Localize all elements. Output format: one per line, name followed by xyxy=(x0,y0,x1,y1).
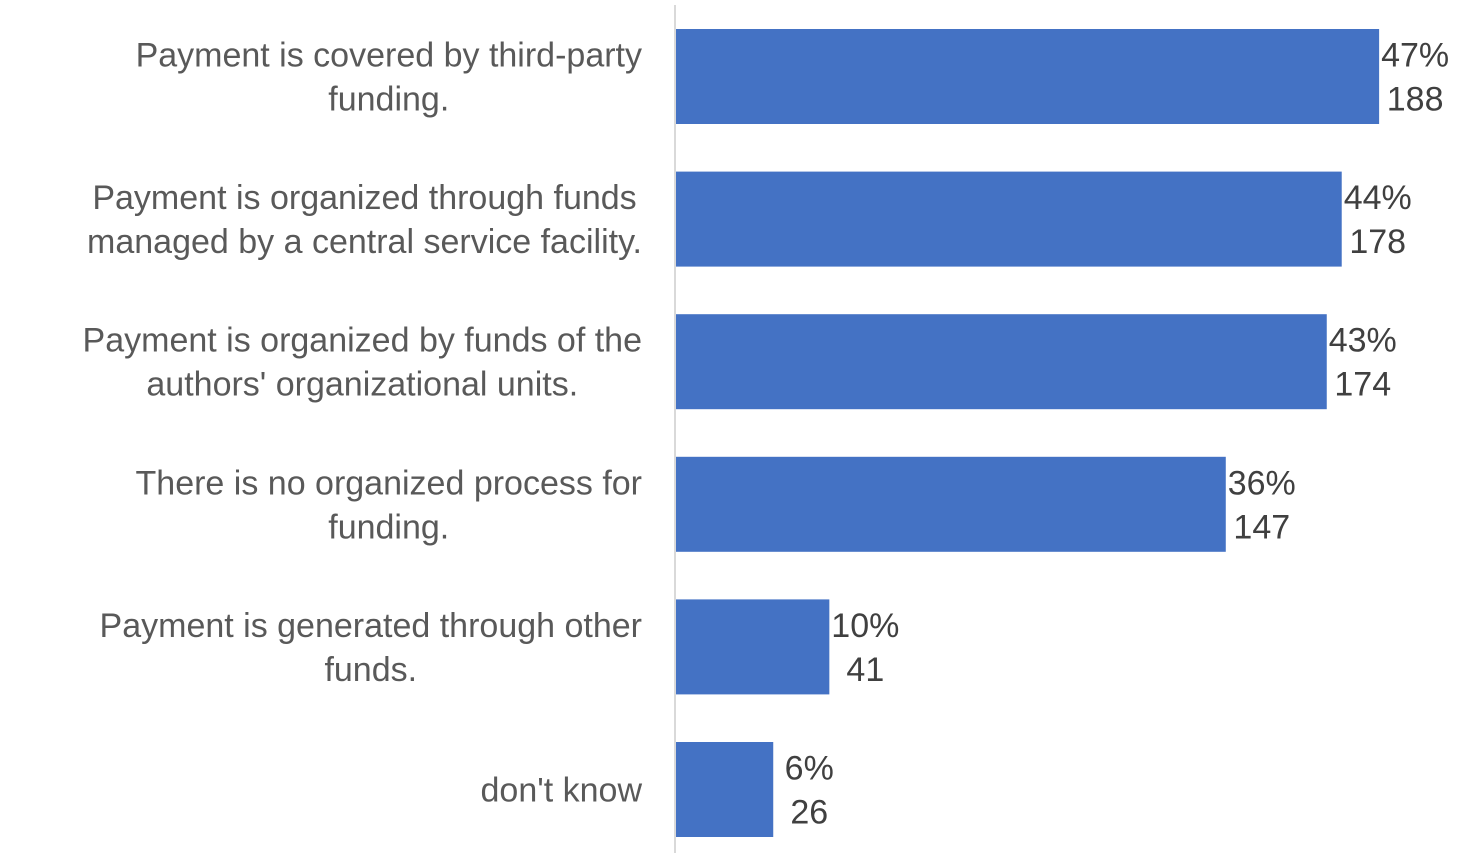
category-label-line: Payment is covered by third-party xyxy=(136,37,642,75)
data-label-percent: 36% xyxy=(1228,464,1296,502)
category-label: There is no organized process for funding… xyxy=(136,464,642,546)
bar xyxy=(676,171,1342,267)
category-label-line: There is no organized process for xyxy=(136,464,642,502)
bar xyxy=(676,742,774,837)
category-label-line: funds. xyxy=(324,651,417,689)
data-label-percent: 43% xyxy=(1329,322,1397,360)
category-label: Payment is organized by funds of the auth… xyxy=(83,322,642,404)
data-label-percent: 10% xyxy=(831,607,899,645)
category-label-line: managed by a central service facility. xyxy=(87,223,642,261)
category-label-line: Payment is organized through funds xyxy=(92,179,636,217)
bar xyxy=(676,29,1380,124)
category-label-line: don't know xyxy=(481,772,643,810)
category-label: don't know xyxy=(481,772,643,810)
category-label: Payment is covered by third-party funding… xyxy=(136,37,642,119)
category-label-line: funding. xyxy=(328,81,449,119)
category-label: Payment is generated through other funds. xyxy=(100,607,642,689)
data-label-count: 26 xyxy=(790,794,828,832)
bar xyxy=(676,599,830,695)
data-label-count: 41 xyxy=(846,651,884,689)
bar xyxy=(676,314,1327,410)
category-label: Payment is organized through funds manage… xyxy=(87,179,642,261)
data-label-count: 147 xyxy=(1233,508,1290,546)
data-label-percent: 47% xyxy=(1381,37,1449,75)
category-label-line: Payment is organized by funds of the xyxy=(83,322,642,360)
data-label-count: 174 xyxy=(1334,366,1391,404)
data-label-count: 188 xyxy=(1387,81,1444,119)
category-label-line: funding. xyxy=(328,508,449,546)
data-label-percent: 6% xyxy=(785,750,834,788)
category-label-line: authors' organizational units. xyxy=(146,366,578,404)
data-label-percent: 44% xyxy=(1344,179,1412,217)
category-label-line: Payment is generated through other xyxy=(100,607,642,645)
bar xyxy=(676,456,1226,552)
data-label-count: 178 xyxy=(1349,223,1406,261)
